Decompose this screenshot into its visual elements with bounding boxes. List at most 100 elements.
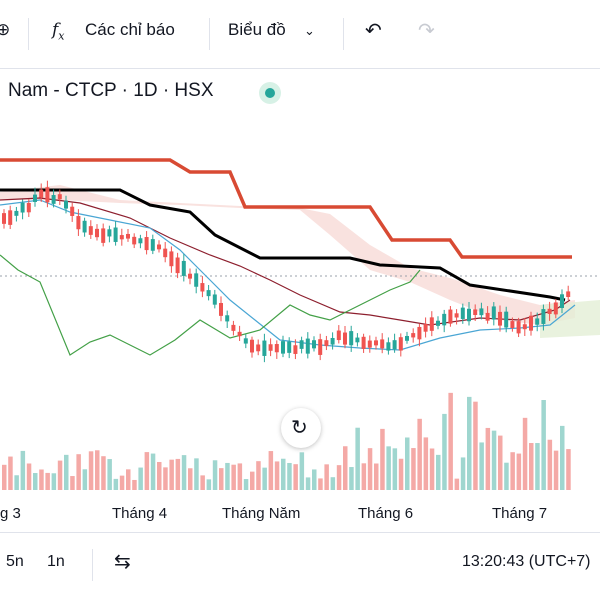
volume-bar [70,476,75,490]
volume-bar [169,459,174,490]
volume-bar [398,458,404,490]
volume-bar [144,452,150,490]
clock-time[interactable]: 13:20:43 (UTC+7) [462,553,591,570]
candle [479,308,484,316]
volume-bar [20,450,26,490]
volume-bar [250,471,255,490]
x-axis-label: g 3 [0,505,21,522]
volume-bar [231,464,236,490]
volume-bar [2,464,7,490]
volume-bar [51,473,57,490]
price-chart[interactable] [0,68,600,498]
candle [510,321,515,329]
volume-bar [274,461,280,490]
candle [26,202,31,213]
volume-bar [529,443,534,490]
volume-bar [26,463,32,490]
function-icon[interactable]: fx [52,20,65,43]
volume-bar [361,463,367,490]
symbol-legend[interactable]: Nam - CTCP · 1D · HSX [8,80,214,101]
volume-bar [330,477,336,490]
volume-bar [473,401,478,490]
candle [318,339,323,355]
candle [460,307,465,319]
volume-bar [312,469,317,490]
candle [206,290,211,297]
market-status-dot [259,82,281,104]
volume-bar [442,413,447,490]
candle [380,339,385,349]
indicators-button[interactable]: Các chỉ báo [85,20,175,39]
toolbar-divider [28,18,29,50]
candle [454,313,459,318]
volume-bar [194,458,199,490]
volume-bar [57,460,63,490]
candle [262,340,267,356]
candle [82,220,87,233]
volume-bar [219,468,224,490]
range-5n-button[interactable]: 5n [6,553,24,570]
volume-bar [516,453,522,490]
candle [522,324,527,330]
volume-bar [336,465,342,490]
redo-icon[interactable]: ↷ [418,20,435,42]
volume-bar [107,459,112,490]
volume-bar [460,457,466,490]
candle [250,339,254,353]
reset-chart-button[interactable]: ↻ [281,408,321,448]
candle [70,206,75,216]
chart-type-button[interactable]: Biểu đồ [228,20,286,39]
toolbar-divider [343,18,344,50]
candle [51,195,56,204]
volume-bar [268,451,274,490]
volume-bar [380,428,385,490]
volume-bar [113,478,119,490]
candle [361,336,366,349]
volume-bar [386,446,391,490]
candle [299,340,304,349]
compare-add-icon[interactable]: ⊕ [0,20,11,39]
volume-bar [343,446,348,490]
candle [498,311,502,326]
candle [343,332,347,345]
candle [312,340,316,349]
volume-bar [405,437,410,490]
volume-bar [82,469,88,490]
candle [392,340,397,350]
undo-icon[interactable]: ↶ [365,20,382,42]
candle [274,344,279,353]
chevron-down-icon[interactable]: ⌄ [304,23,315,38]
volume-group [2,392,571,490]
candle [411,333,416,338]
volume-bar [150,453,156,490]
candle [268,344,273,351]
volume-bar [436,454,441,490]
range-1n-button[interactable]: 1n [47,553,65,570]
candle [132,236,137,245]
volume-bar [355,427,360,490]
volume-bar [212,460,218,490]
volume-bar [392,448,398,490]
candle [126,233,130,239]
volume-bar [175,458,181,490]
volume-bar [293,464,298,490]
volume-bar [237,463,243,490]
candle [305,338,310,354]
candle [349,331,354,346]
calendar-range-icon[interactable]: ⇆ [114,551,131,573]
volume-bar [262,467,267,490]
volume-bar [491,430,497,490]
candle [243,338,248,344]
candle [405,335,409,341]
volume-bar [138,467,143,490]
x-axis-label: Tháng Năm [222,505,301,522]
candle [14,210,19,216]
volume-bar [417,418,422,490]
candle [219,302,223,316]
candle [374,340,378,346]
candle [2,213,6,224]
volume-bar [454,478,460,490]
ichimoku-cloud [0,185,575,325]
volume-bar [485,427,491,490]
candle [553,302,558,315]
